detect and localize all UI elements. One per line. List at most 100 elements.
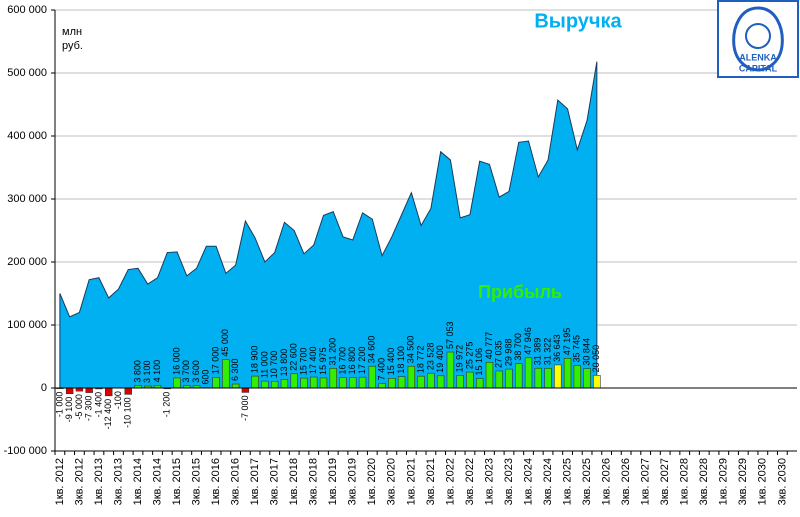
y-tick-label: 500 000 xyxy=(7,67,47,79)
x-tick-label: 3кв. 2030 xyxy=(776,458,788,505)
profit-bar xyxy=(339,377,347,389)
logo-text: ALENKA xyxy=(739,52,777,62)
data-label: 19 400 xyxy=(435,345,445,373)
data-label: -1 000 xyxy=(54,392,64,418)
data-label: -10 100 xyxy=(123,397,133,428)
x-tick-label: 1кв. 2012 xyxy=(54,458,66,505)
profit-bar xyxy=(349,377,357,389)
x-tick-label: 3кв. 2014 xyxy=(151,458,163,505)
profit-bar xyxy=(290,373,298,389)
data-label: 600 xyxy=(201,370,211,385)
data-label: 25 275 xyxy=(464,342,474,370)
profit-bar xyxy=(397,376,406,389)
x-tick-label: 3кв. 2015 xyxy=(190,458,202,505)
profit-bar xyxy=(475,378,484,389)
profit-bar xyxy=(368,365,377,389)
profit-bar xyxy=(563,357,572,389)
profit-bar xyxy=(407,365,416,389)
data-label: 7 400 xyxy=(376,358,386,381)
profit-bar xyxy=(280,379,289,389)
y-axis-label: руб. xyxy=(62,40,83,52)
profit-bar xyxy=(65,387,74,395)
profit-bar xyxy=(358,376,367,389)
x-tick-label: 3кв. 2012 xyxy=(73,458,85,505)
profit-bar xyxy=(173,377,181,389)
profit-bar xyxy=(329,368,337,389)
profit-bar xyxy=(515,363,523,389)
y-tick-label: 600 000 xyxy=(7,4,47,16)
data-label: 31 389 xyxy=(533,338,543,366)
data-label: 3 700 xyxy=(181,360,191,383)
logo-text: CAPITAL xyxy=(739,63,778,73)
x-tick-label: 1кв. 2020 xyxy=(366,458,378,505)
profit-bar xyxy=(310,376,318,389)
data-label: 18 772 xyxy=(415,346,425,374)
data-label: 38 700 xyxy=(513,333,523,361)
data-label: 4 100 xyxy=(152,360,162,383)
data-label: 35 745 xyxy=(572,335,582,363)
data-label: 47 946 xyxy=(523,327,533,355)
profit-bar xyxy=(212,376,220,389)
profit-bar xyxy=(554,364,562,389)
profit-bar xyxy=(251,375,259,389)
data-label: 17 200 xyxy=(357,347,367,375)
data-label: 22 600 xyxy=(289,343,299,371)
data-label: 16 800 xyxy=(347,347,357,375)
profit-bar xyxy=(534,367,542,389)
y-tick-label: -100 000 xyxy=(4,445,47,457)
profit-bar xyxy=(378,383,386,389)
logo-doll xyxy=(732,6,784,72)
data-label: 57 053 xyxy=(445,322,455,350)
x-tick-label: 3кв. 2021 xyxy=(425,458,437,505)
y-tick-label: 0 xyxy=(41,382,47,394)
data-label: -12 400 xyxy=(103,399,113,430)
x-tick-label: 3кв. 2020 xyxy=(386,458,398,505)
y-tick-label: 200 000 xyxy=(7,256,47,268)
profit-bar xyxy=(466,371,474,389)
x-tick-label: 3кв. 2026 xyxy=(620,458,632,505)
data-label: -1 200 xyxy=(162,392,172,418)
logo-frame xyxy=(717,0,799,78)
data-label: 15 106 xyxy=(474,348,484,376)
y-tick-label: 100 000 xyxy=(7,319,47,331)
data-label: 31 322 xyxy=(542,338,552,366)
data-label: 18 100 xyxy=(396,346,406,374)
data-label: 11 000 xyxy=(259,351,269,378)
x-tick-label: 1кв. 2023 xyxy=(483,458,495,505)
x-tick-label: 3кв. 2023 xyxy=(503,458,515,505)
profit-bar xyxy=(231,383,240,389)
data-label: -7 000 xyxy=(240,395,250,421)
profit-bar xyxy=(124,387,132,395)
x-tick-label: 3кв. 2024 xyxy=(542,458,554,505)
profit-bar xyxy=(388,377,396,389)
x-tick-label: 1кв. 2015 xyxy=(171,458,183,505)
profit-bar xyxy=(427,372,435,389)
y-axis-label: млн xyxy=(62,26,82,38)
data-label: 36 643 xyxy=(552,334,562,362)
data-label: -5 000 xyxy=(74,394,84,420)
x-tick-label: 1кв. 2025 xyxy=(561,458,573,505)
x-tick-label: 1кв. 2021 xyxy=(405,458,417,505)
x-tick-label: 3кв. 2029 xyxy=(737,458,749,505)
data-label: 20 050 xyxy=(591,345,601,373)
profit-bar xyxy=(241,387,250,393)
x-tick-label: 3кв. 2025 xyxy=(581,458,593,505)
x-tick-label: 1кв. 2014 xyxy=(132,458,144,505)
data-label: 3 100 xyxy=(142,361,152,384)
data-label: 31 200 xyxy=(328,338,338,366)
data-label: 47 195 xyxy=(562,328,572,356)
logo-face xyxy=(745,23,771,49)
profit-bar xyxy=(222,359,230,389)
data-label: 15 700 xyxy=(298,348,308,376)
x-tick-label: 1кв. 2030 xyxy=(757,458,769,505)
profit-bar xyxy=(300,377,308,389)
x-tick-label: 3кв. 2016 xyxy=(230,458,242,505)
data-label: -7 300 xyxy=(84,396,94,422)
profit-bar xyxy=(436,375,445,389)
profit-bar xyxy=(573,365,582,389)
x-tick-label: 1кв. 2017 xyxy=(249,458,261,505)
data-label: 3 600 xyxy=(191,360,201,383)
profit-bar xyxy=(485,362,494,389)
logo: ALENKA CAPITAL xyxy=(717,0,799,78)
